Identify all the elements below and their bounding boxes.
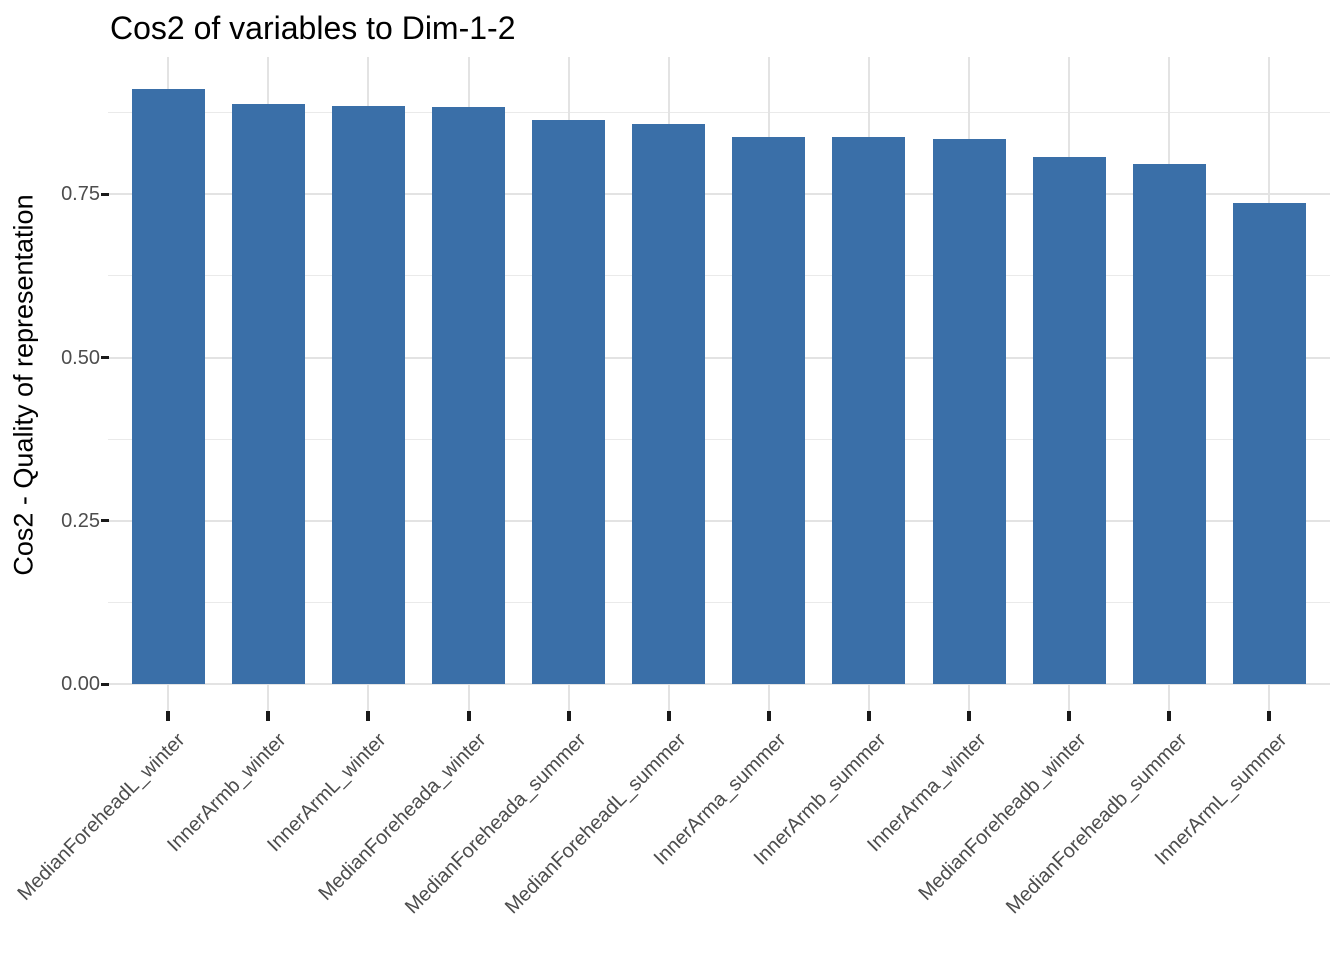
- bar: [432, 107, 506, 684]
- x-tick-stub: [267, 684, 270, 711]
- bar: [331, 106, 405, 684]
- y-tick: [101, 192, 109, 196]
- x-tick-stub: [1168, 684, 1171, 711]
- x-tick: [766, 711, 771, 721]
- x-tick-label-text: MedianForeheadL_summer: [501, 729, 691, 919]
- x-tick-label-text: MedianForeheadb_summer: [1001, 729, 1191, 919]
- x-tick-label-text: MedianForeheada_winter: [314, 729, 491, 905]
- h-gridline-minor: [108, 275, 1330, 277]
- x-tick-stub: [567, 684, 570, 711]
- x-tick-stub: [367, 684, 370, 711]
- y-tick: [101, 356, 109, 360]
- x-tick: [566, 711, 571, 721]
- x-tick: [666, 711, 671, 721]
- bar: [231, 103, 305, 684]
- y-tick: [101, 682, 109, 686]
- y-tick-label: 0.25: [61, 509, 100, 532]
- x-tick: [1167, 711, 1172, 721]
- bar: [932, 139, 1006, 684]
- x-tick-stub: [867, 684, 870, 711]
- x-tick: [366, 711, 371, 721]
- x-tick-stub: [968, 684, 971, 711]
- x-tick-stub: [467, 684, 470, 711]
- y-tick-label: 0.50: [61, 346, 100, 369]
- y-tick-label: 0.00: [61, 673, 100, 695]
- x-tick-label-text: MedianForeheada_summer: [400, 729, 591, 919]
- bar: [732, 136, 806, 684]
- h-gridline-minor: [108, 112, 1330, 114]
- x-tick-stub: [1068, 684, 1071, 711]
- x-tick: [266, 711, 271, 721]
- x-tick-stub: [767, 684, 770, 711]
- x-tick: [166, 711, 171, 721]
- h-gridline-major: [108, 683, 1330, 685]
- x-tick: [466, 711, 471, 721]
- x-tick-stub: [667, 684, 670, 711]
- x-tick-stub: [1268, 684, 1271, 711]
- x-tick-stub: [167, 684, 170, 711]
- x-tick: [1267, 711, 1272, 721]
- h-gridline-minor: [108, 601, 1330, 603]
- y-tick-label: 0.75: [61, 183, 100, 206]
- h-gridline-major: [108, 356, 1330, 359]
- x-tick-label-text: MedianForeheadL_winter: [13, 729, 190, 905]
- x-tick-label-text: MedianForeheadb_winter: [914, 729, 1091, 905]
- y-tick: [101, 519, 109, 523]
- bar: [1032, 157, 1106, 684]
- bar: [832, 137, 906, 684]
- h-gridline-major: [108, 193, 1330, 196]
- bar: [1232, 203, 1306, 684]
- x-tick: [967, 711, 972, 721]
- bar: [632, 124, 706, 684]
- bar: [532, 119, 606, 684]
- bar: [1132, 164, 1206, 684]
- x-tick: [1067, 711, 1072, 721]
- x-tick: [866, 711, 871, 721]
- h-gridline-minor: [108, 438, 1330, 440]
- h-gridline-major: [108, 519, 1330, 522]
- chart-title: Cos2 of variables to Dim-1-2: [110, 10, 516, 46]
- bar: [131, 89, 205, 684]
